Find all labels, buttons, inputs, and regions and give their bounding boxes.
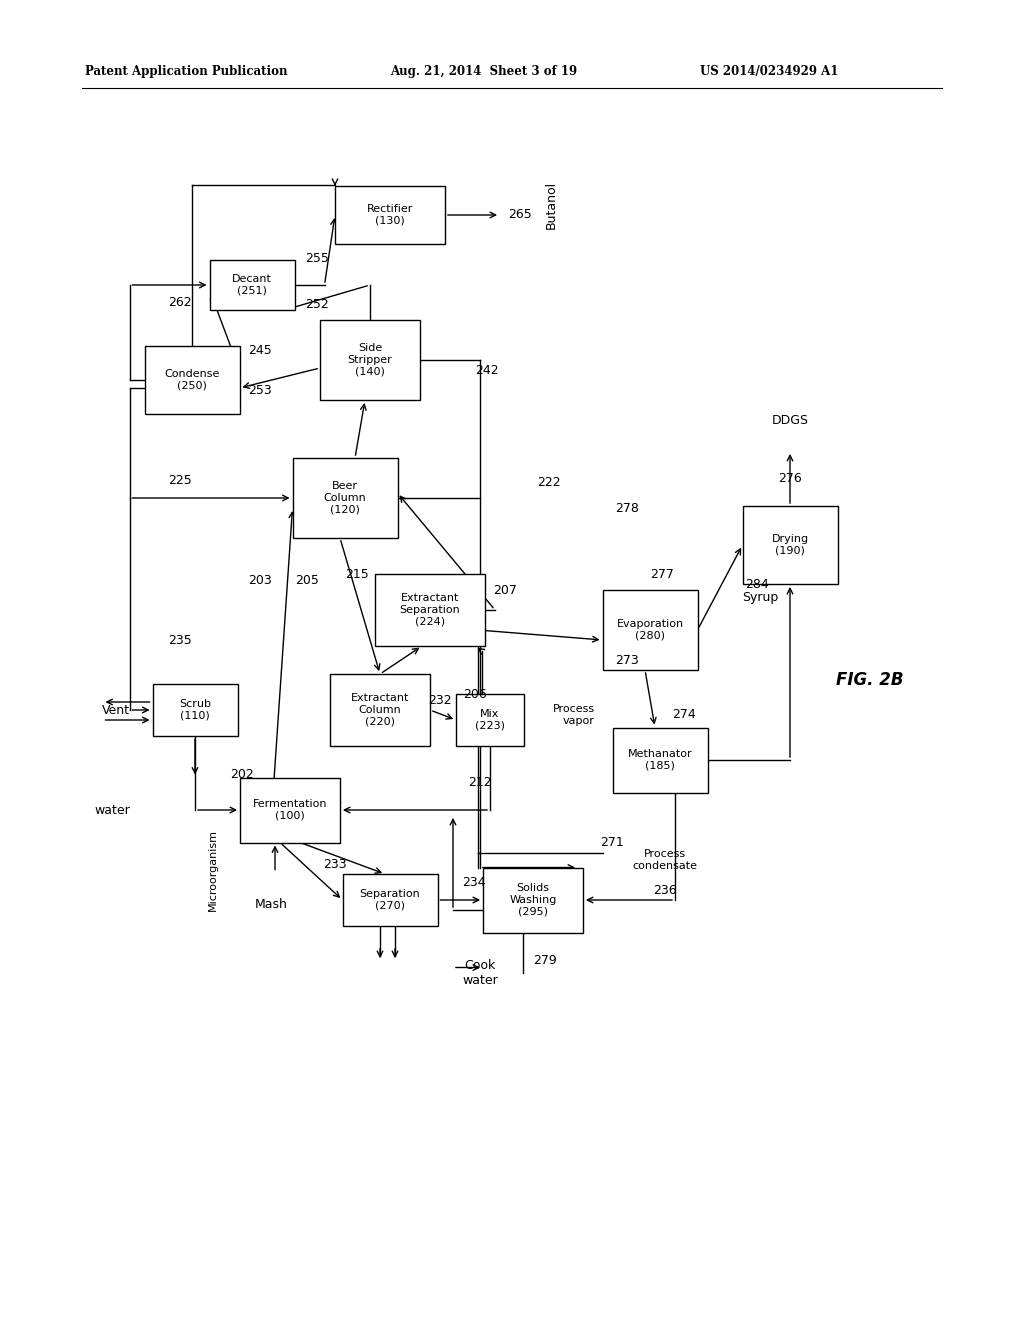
Bar — [742, 506, 838, 583]
Text: 274: 274 — [672, 709, 695, 722]
Text: Fermentation
(100): Fermentation (100) — [253, 799, 328, 821]
Text: Side
Stripper
(140): Side Stripper (140) — [347, 343, 392, 376]
Text: Rectifier
(130): Rectifier (130) — [367, 205, 414, 226]
Text: Condense
(250): Condense (250) — [164, 370, 220, 391]
Bar — [293, 458, 397, 539]
Text: Scrub
(110): Scrub (110) — [179, 700, 211, 721]
Text: US 2014/0234929 A1: US 2014/0234929 A1 — [700, 66, 839, 78]
Text: 212: 212 — [468, 776, 492, 788]
Text: 207: 207 — [493, 583, 517, 597]
Text: Methanator
(185): Methanator (185) — [628, 750, 692, 771]
Text: Syrup: Syrup — [742, 590, 778, 603]
Bar — [375, 574, 485, 645]
Text: 202: 202 — [230, 768, 254, 781]
Text: Aug. 21, 2014  Sheet 3 of 19: Aug. 21, 2014 Sheet 3 of 19 — [390, 66, 578, 78]
Text: Vent: Vent — [102, 704, 130, 717]
Text: 278: 278 — [615, 502, 639, 515]
Text: 203: 203 — [248, 573, 271, 586]
Bar — [612, 727, 708, 792]
Text: 265: 265 — [508, 209, 531, 222]
Text: Patent Application Publication: Patent Application Publication — [85, 66, 288, 78]
Text: 284: 284 — [745, 578, 769, 591]
Text: FIG. 2B: FIG. 2B — [837, 671, 904, 689]
Text: Drying
(190): Drying (190) — [771, 535, 809, 556]
Text: Process
condensate: Process condensate — [633, 849, 697, 871]
Bar — [240, 777, 340, 842]
Bar — [330, 675, 430, 746]
Bar — [342, 874, 437, 927]
Text: 262: 262 — [168, 296, 193, 309]
Bar — [319, 319, 420, 400]
Text: 236: 236 — [653, 883, 677, 896]
Bar — [483, 867, 583, 932]
Text: Mix
(223): Mix (223) — [475, 709, 505, 731]
Text: 206: 206 — [463, 689, 486, 701]
Text: Extractant
Separation
(224): Extractant Separation (224) — [399, 594, 461, 627]
Text: Microorganism: Microorganism — [208, 829, 218, 911]
Bar — [144, 346, 240, 414]
Text: Separation
(270): Separation (270) — [359, 890, 421, 911]
Text: Decant
(251): Decant (251) — [232, 275, 272, 296]
Text: DDGS: DDGS — [771, 413, 809, 426]
Text: water: water — [94, 804, 130, 817]
Text: 205: 205 — [295, 573, 318, 586]
Text: Evaporation
(280): Evaporation (280) — [616, 619, 684, 640]
Text: 235: 235 — [168, 634, 193, 647]
Text: 279: 279 — [534, 953, 557, 966]
Text: Butanol: Butanol — [545, 181, 558, 230]
Text: 277: 277 — [650, 569, 674, 582]
Text: 255: 255 — [305, 252, 329, 264]
Text: 252: 252 — [305, 298, 329, 312]
Bar — [210, 260, 295, 310]
Text: 242: 242 — [475, 363, 499, 376]
Text: Extractant
Column
(220): Extractant Column (220) — [351, 693, 410, 726]
Text: 276: 276 — [778, 471, 802, 484]
Bar — [602, 590, 697, 671]
Text: 245: 245 — [248, 343, 271, 356]
Text: 253: 253 — [248, 384, 271, 396]
Text: 233: 233 — [323, 858, 347, 871]
Text: Process
vapor: Process vapor — [553, 704, 595, 726]
Bar — [456, 694, 524, 746]
Text: 222: 222 — [537, 477, 560, 490]
Bar — [335, 186, 445, 244]
Text: Cook
water: Cook water — [462, 960, 498, 987]
Text: 225: 225 — [168, 474, 193, 487]
Text: Mash: Mash — [255, 899, 288, 912]
Text: 273: 273 — [615, 653, 639, 667]
Text: 215: 215 — [345, 569, 369, 582]
Text: 232: 232 — [428, 693, 452, 706]
Text: Beer
Column
(120): Beer Column (120) — [324, 482, 367, 515]
Bar — [153, 684, 238, 737]
Text: 234: 234 — [462, 876, 485, 890]
Text: Solids
Washing
(295): Solids Washing (295) — [509, 883, 557, 916]
Text: 271: 271 — [600, 837, 624, 850]
